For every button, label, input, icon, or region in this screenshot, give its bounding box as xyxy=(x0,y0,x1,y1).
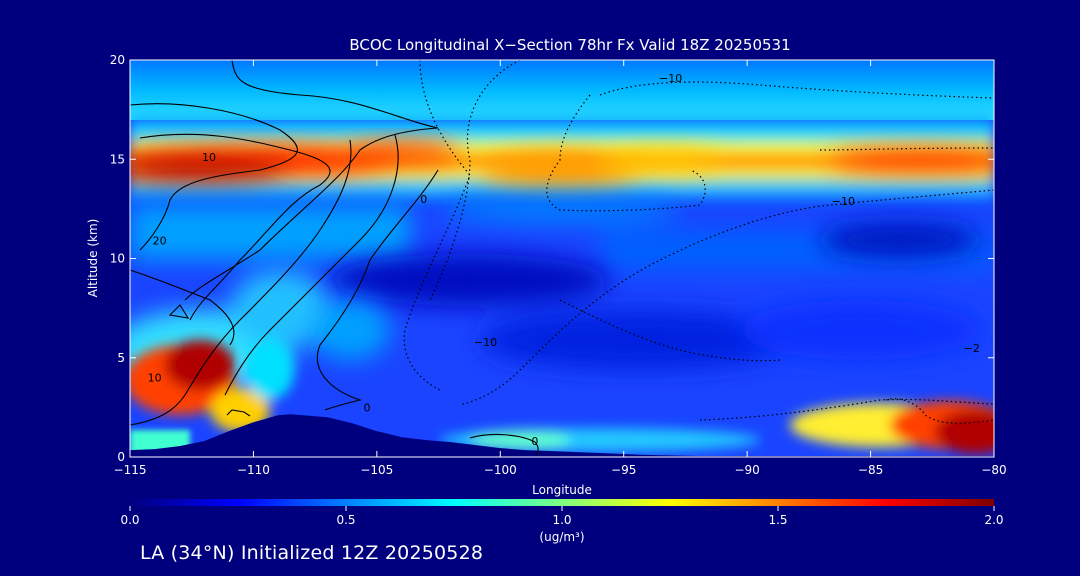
contour-labels: 10 20 10 0 0 0 −10 −10 −10 −2 xyxy=(148,72,980,448)
y-tick-label: 20 xyxy=(110,53,125,67)
contour-label: −10 xyxy=(832,195,855,208)
colorbar-ticks: 0.0 0.5 1.0 1.5 2.0 xyxy=(120,506,1004,527)
colorbar-tick-label: 1.0 xyxy=(552,513,571,527)
contour-label: 0 xyxy=(531,435,538,448)
contour-label: 10 xyxy=(202,151,216,164)
y-tick-label: 10 xyxy=(110,252,125,266)
colorbar-label: (ug/m³) xyxy=(539,530,584,544)
contour-label: 20 xyxy=(153,235,167,248)
x-axis: −115 −110 −105 −100 −95 −90 −85 −80 xyxy=(114,60,1007,477)
y-tick-label: 0 xyxy=(117,450,125,464)
y-axis-label: Altitude (km) xyxy=(86,219,100,298)
x-tick-label: −85 xyxy=(858,463,883,477)
x-tick-label: −115 xyxy=(114,463,147,477)
x-tick-label: −105 xyxy=(360,463,393,477)
x-tick-label: −90 xyxy=(734,463,759,477)
contour-label: 10 xyxy=(148,372,162,385)
contour-lines xyxy=(130,60,539,456)
x-tick-label: −80 xyxy=(981,463,1006,477)
colorbar-tick-label: 1.5 xyxy=(768,513,787,527)
colorbar xyxy=(130,499,994,506)
contour-label: −2 xyxy=(964,342,980,355)
y-tick-label: 15 xyxy=(110,152,125,166)
x-tick-label: −100 xyxy=(484,463,517,477)
colorbar-tick-label: 0.5 xyxy=(336,513,355,527)
colorbar-tick-label: 0.0 xyxy=(120,513,139,527)
x-tick-label: −110 xyxy=(237,463,270,477)
contour-label: −10 xyxy=(659,72,682,85)
footer-text: LA (34°N) Initialized 12Z 20250528 xyxy=(140,542,484,564)
colorbar-tick-label: 2.0 xyxy=(984,513,1003,527)
contour-label: −10 xyxy=(474,336,497,349)
contour-lines-negative xyxy=(403,60,994,424)
chart-title: BCOC Longitudinal X−Section 78hr Fx Vali… xyxy=(349,36,790,54)
x-tick-label: −95 xyxy=(611,463,636,477)
concentration-field xyxy=(130,60,994,457)
y-tick-label: 5 xyxy=(117,351,125,365)
contour-label: 0 xyxy=(420,193,427,206)
x-axis-label: Longitude xyxy=(532,483,592,497)
terrain-mask xyxy=(130,414,994,457)
contour-label: 0 xyxy=(363,401,370,414)
y-axis: 0 5 10 15 20 xyxy=(110,53,994,464)
